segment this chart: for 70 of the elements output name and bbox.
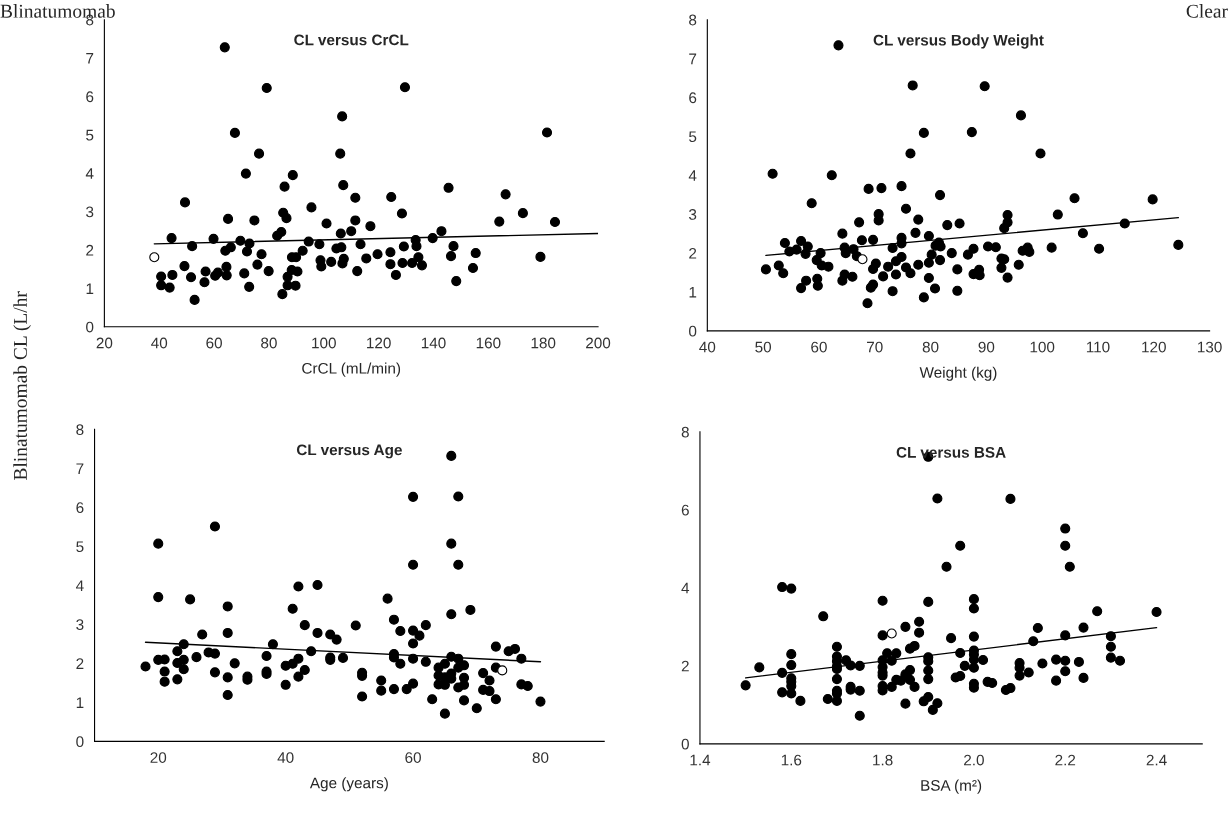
- x-tick-label: 2.4: [1146, 754, 1167, 766]
- y-tick-label: 2: [86, 244, 94, 256]
- x-tick-label: 40: [699, 341, 716, 353]
- y-tick-label: 5: [689, 131, 697, 143]
- x-tick-label: 1.4: [690, 754, 711, 766]
- y-tick-label: 0: [86, 321, 94, 333]
- x-tick-label: 100: [1030, 341, 1055, 353]
- y-tick-label: 4: [75, 580, 84, 591]
- x-tick-label: 160: [476, 337, 501, 349]
- text: CL versus CrCL: [294, 34, 409, 46]
- x-tick-label: 80: [922, 341, 939, 353]
- y-axis-title: Blinatumomab CL (L/hr: [13, 291, 31, 480]
- x-tick-label: 90: [978, 341, 995, 353]
- x-tick-label: 110: [1086, 341, 1110, 353]
- y-tick-label: 4: [85, 168, 94, 179]
- x-tick-label: 120: [367, 337, 391, 349]
- x-tick-label: 60: [206, 337, 222, 349]
- y-tick-label: 3: [86, 206, 94, 218]
- y-tick-label: 0: [76, 736, 84, 748]
- x-tick-label: 120: [1142, 341, 1166, 353]
- y-tick-label: 0: [689, 325, 697, 337]
- y-tick-label: 1: [86, 283, 94, 294]
- y-tick-label: 8: [681, 426, 689, 438]
- text: CL versus Age: [296, 444, 402, 459]
- x-tick-label: 40: [277, 752, 294, 763]
- x-axis-title: Weight (kg): [919, 366, 997, 381]
- x-tick-label: 180: [531, 337, 556, 349]
- x-tick-label: 80: [261, 337, 277, 349]
- x-tick-label: 100: [312, 337, 336, 349]
- y-tick-label: 6: [689, 92, 697, 104]
- x-axis-title: BSA (m²): [921, 779, 982, 794]
- x-tick-label: 2.0: [964, 754, 984, 766]
- y-tick-label: 8: [76, 424, 84, 436]
- x-tick-label: 1.6: [781, 754, 802, 766]
- y-tick-label: 4: [681, 582, 690, 594]
- x-tick-label: 2.2: [1055, 754, 1076, 766]
- y-tick-label: 0: [681, 738, 689, 750]
- x-tick-label: 60: [405, 752, 421, 763]
- x-tick-label: 50: [755, 341, 772, 353]
- x-tick-label: 20: [96, 337, 113, 349]
- x-tick-label: 40: [151, 337, 168, 349]
- x-tick-label: 130: [1198, 341, 1222, 353]
- y-tick-label: 6: [76, 502, 84, 514]
- y-tick-label: 1: [689, 286, 697, 298]
- x-tick-label: 80: [532, 752, 549, 763]
- x-axis-title: Age (years): [309, 777, 388, 792]
- y-tick-label: 4: [688, 170, 697, 181]
- y-tick-label: 7: [76, 463, 84, 474]
- text: Clear: [1186, 4, 1228, 18]
- x-axis-title: CrCL (mL/min): [302, 362, 401, 377]
- y-tick-label: 5: [76, 541, 84, 553]
- y-tick-label: 7: [86, 53, 94, 64]
- y-tick-label: 5: [86, 129, 94, 141]
- x-tick-label: 140: [421, 337, 446, 349]
- y-tick-label: 7: [689, 53, 697, 65]
- y-tick-label: 3: [689, 209, 697, 220]
- text: CL versus Body Weight: [873, 34, 1044, 49]
- y-tick-label: 2: [689, 247, 697, 259]
- y-tick-label: 6: [86, 91, 94, 103]
- x-tick-label: 70: [867, 341, 883, 353]
- x-tick-label: 200: [586, 337, 611, 349]
- y-tick-label: 8: [689, 14, 697, 26]
- x-tick-label: 1.8: [873, 754, 893, 766]
- y-tick-label: 6: [681, 504, 689, 516]
- y-tick-label: 3: [76, 619, 84, 631]
- x-tick-label: 20: [150, 752, 167, 763]
- x-tick-label: 60: [811, 341, 827, 353]
- y-tick-label: 2: [76, 658, 84, 669]
- y-tick-label: 2: [681, 660, 689, 672]
- y-tick-label: 1: [76, 697, 84, 708]
